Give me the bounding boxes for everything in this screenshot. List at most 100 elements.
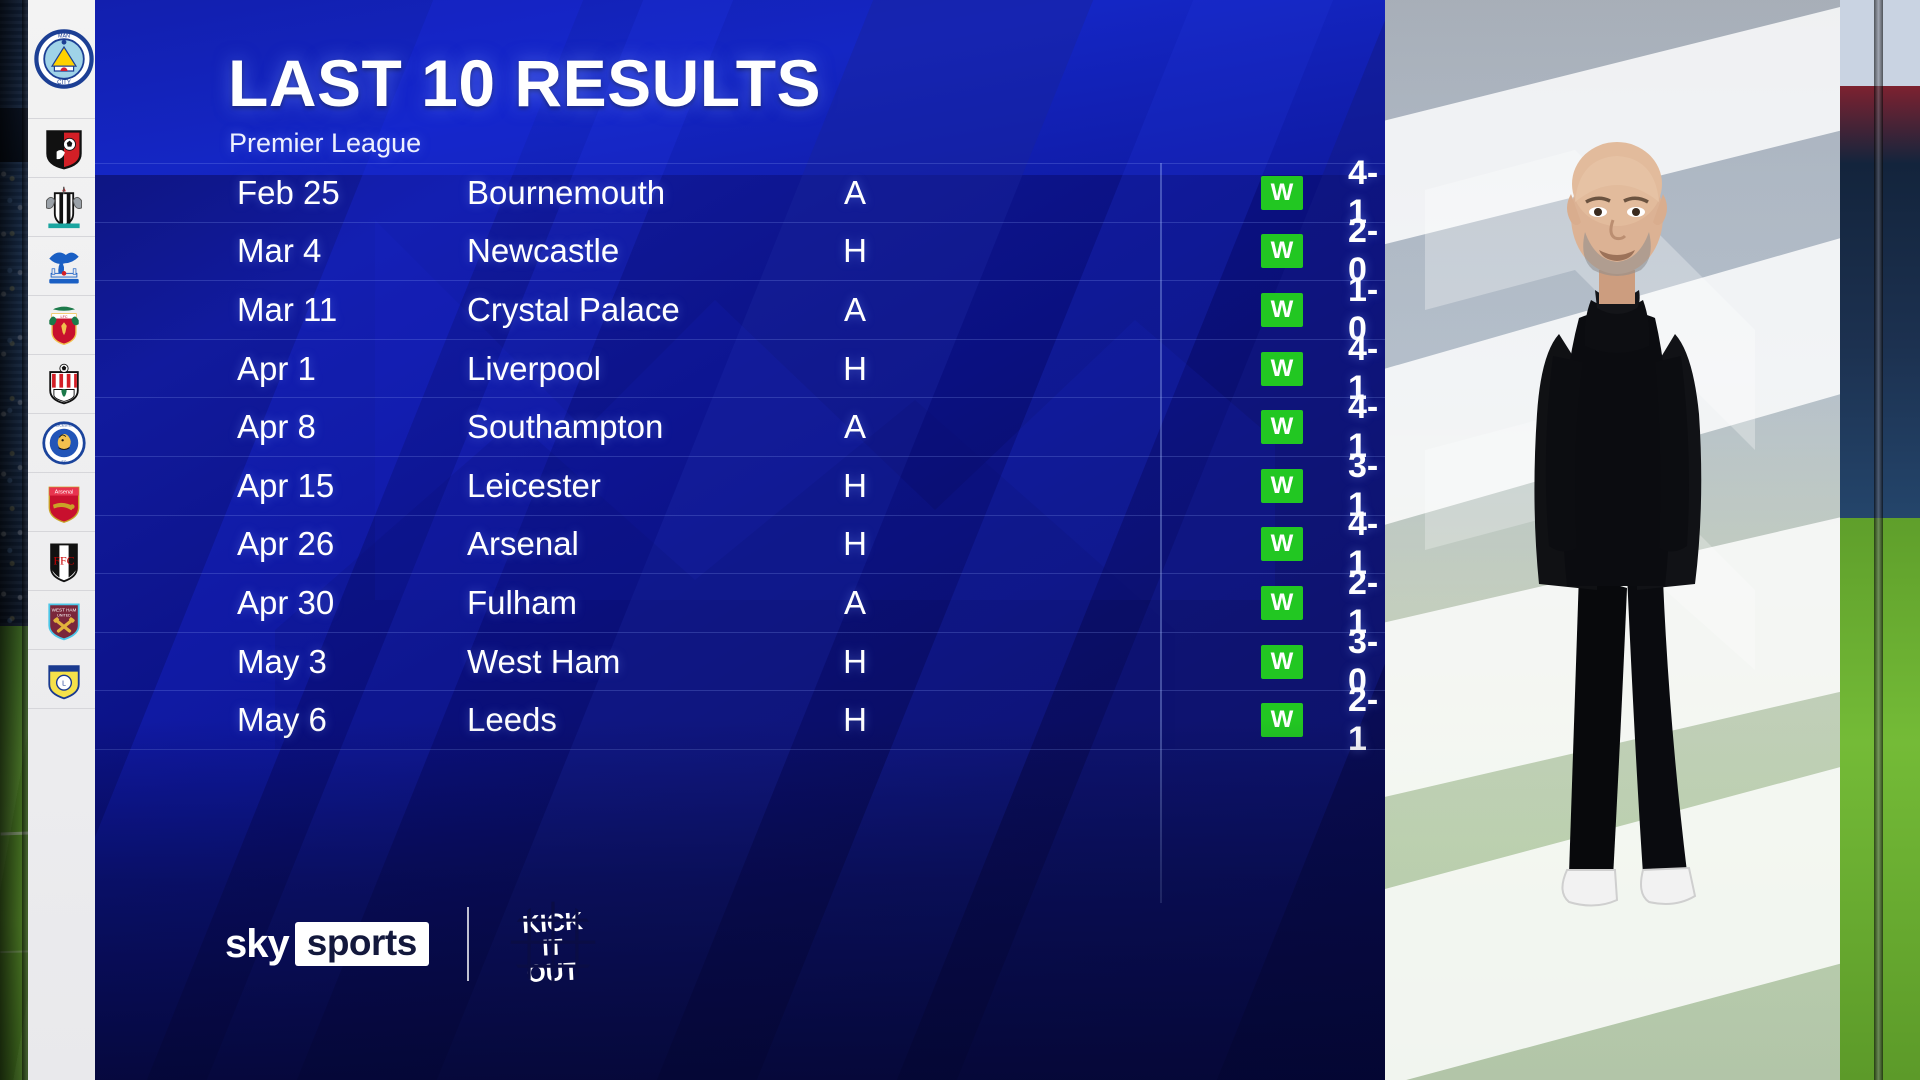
svg-text:Arsenal: Arsenal <box>55 490 74 496</box>
column-divider <box>1160 163 1162 903</box>
cell-venue: A <box>843 583 866 621</box>
strip-post <box>1874 0 1883 1080</box>
zigzag-decoration <box>275 330 1175 750</box>
table-row[interactable]: Apr 26 Arsenal H W 4-1 <box>95 505 1385 582</box>
sky-word: sky <box>225 921 290 966</box>
sports-word: sports <box>294 922 429 966</box>
result-badge: W <box>1261 292 1303 327</box>
result-badge: W <box>1261 410 1303 445</box>
cell-score: 3-0 <box>1348 622 1379 700</box>
table-row[interactable]: Apr 1 Liverpool H W 4-1 <box>95 330 1385 407</box>
southampton-crest-icon <box>49 363 79 405</box>
table-row[interactable]: Apr 15 Leicester H W 3-1 <box>95 447 1385 524</box>
cell-venue: A <box>843 173 866 211</box>
svg-text:CITY: CITY <box>57 80 71 86</box>
arsenal-crest-icon: Arsenal <box>48 486 80 523</box>
cell-score: 3-1 <box>1348 446 1379 524</box>
crest-rail-tail <box>28 709 100 909</box>
cell-venue: H <box>843 642 867 680</box>
cell-venue: H <box>843 525 867 563</box>
crest-slot-arsenal[interactable]: Arsenal <box>28 473 100 532</box>
kick-it-out-icon: KICK IT OUT <box>510 901 596 987</box>
cell-opponent: Southampton <box>467 408 664 446</box>
zigzag-decoration <box>375 180 1275 600</box>
table-row[interactable]: Mar 11 Crystal Palace A W 1-0 <box>95 271 1385 348</box>
leeds-united-crest-icon: L <box>48 665 80 700</box>
cell-date: May 3 <box>237 642 327 680</box>
result-badge: W <box>1261 644 1303 679</box>
cell-date: Mar 4 <box>237 232 322 270</box>
svg-text:MAN: MAN <box>58 33 70 39</box>
results-table: Feb 25 Bournemouth A W 4-1 Mar 4 Newcastle H W 2-… <box>95 154 1385 758</box>
crest-slot-west-ham-united[interactable]: WEST HAM UNITED <box>28 591 100 650</box>
cell-score: 4-1 <box>1348 153 1379 231</box>
crest-slot-liverpool[interactable]: LFC <box>28 296 100 355</box>
panel-header-band <box>95 0 1385 175</box>
liverpool-crest-icon: LFC <box>49 306 79 346</box>
result-badge: W <box>1261 175 1303 210</box>
svg-text:FC: FC <box>62 460 67 464</box>
cell-venue: A <box>843 290 866 328</box>
cell-venue: H <box>843 466 867 504</box>
cell-venue: H <box>843 232 867 270</box>
svg-text:FFC: FFC <box>53 554 74 568</box>
cell-date: Apr 26 <box>237 525 335 563</box>
kick-it-out-logo[interactable]: KICK IT OUT <box>507 898 599 990</box>
svg-text:L: L <box>62 680 66 687</box>
crest-slot-southampton[interactable] <box>28 355 100 414</box>
cell-opponent: West Ham <box>467 642 621 680</box>
cell-date: Mar 11 <box>237 290 338 328</box>
logo-separator <box>466 907 469 981</box>
manchester-city-crest-icon: MAN CITY <box>34 29 94 89</box>
crest-slot-newcastle-united[interactable] <box>28 178 100 237</box>
cell-opponent: Newcastle <box>467 232 620 270</box>
right-edge-strip <box>1840 0 1920 1080</box>
table-row[interactable]: Feb 25 Bournemouth A W 4-1 <box>95 154 1385 231</box>
result-badge: W <box>1261 585 1303 620</box>
svg-text:LFC: LFC <box>61 315 68 319</box>
crest-slot-fulham[interactable]: FFC <box>28 532 100 591</box>
cell-score: 4-1 <box>1348 505 1379 583</box>
table-row[interactable]: May 3 West Ham H W 3-0 <box>95 623 1385 700</box>
crest-slot-bournemouth[interactable] <box>28 119 100 178</box>
table-row[interactable]: Apr 8 Southampton A W 4-1 <box>95 388 1385 465</box>
page-subtitle: Premier League <box>229 128 422 158</box>
manager-figure <box>1534 142 1702 907</box>
cell-opponent: Fulham <box>467 583 578 621</box>
page-title: LAST 10 RESULTS <box>228 46 822 120</box>
cell-score: 4-1 <box>1348 388 1379 466</box>
manager-photo-panel <box>1385 0 1840 1080</box>
cell-date: Apr 15 <box>237 466 335 504</box>
cell-score: 1-0 <box>1348 270 1379 348</box>
cell-opponent: Leicester <box>467 466 601 504</box>
sky-sports-logo[interactable]: sky sports <box>225 922 429 967</box>
footer-logos: sky sports KICK IT OUT <box>225 898 599 990</box>
arrow-decoration <box>1425 150 1755 670</box>
newcastle-united-crest-icon <box>46 186 82 229</box>
svg-text:UNITED: UNITED <box>57 613 71 617</box>
crest-slot-leeds-united[interactable]: L <box>28 650 100 709</box>
result-badge: W <box>1261 527 1303 562</box>
table-row[interactable]: Mar 4 Newcastle H W 2-0 <box>95 212 1385 289</box>
cell-opponent: Crystal Palace <box>467 290 680 328</box>
table-row[interactable]: Apr 30 Fulham A W 2-1 <box>95 564 1385 641</box>
result-badge: W <box>1261 351 1303 386</box>
cell-opponent: Arsenal <box>467 525 579 563</box>
result-badge: W <box>1261 468 1303 503</box>
west-ham-united-crest-icon: WEST HAM UNITED <box>48 603 80 641</box>
cell-score: 2-1 <box>1348 563 1379 641</box>
cell-date: Apr 30 <box>237 583 335 621</box>
cell-venue: A <box>843 408 866 446</box>
crest-rail: MAN CITY <box>28 0 100 1080</box>
crest-slot-leicester-city[interactable]: LEICESTER FC <box>28 414 100 473</box>
cell-venue: H <box>843 349 867 387</box>
crystal-palace-crest-icon <box>49 252 79 284</box>
cell-score: 4-1 <box>1348 329 1379 407</box>
crest-slot-crystal-palace[interactable] <box>28 237 100 296</box>
bournemouth-crest-icon <box>46 130 82 170</box>
cell-opponent: Liverpool <box>467 349 601 387</box>
leicester-city-crest-icon: LEICESTER FC <box>42 421 86 465</box>
crest-slot-manchester-city[interactable]: MAN CITY <box>28 0 100 119</box>
cell-score: 2-0 <box>1348 212 1379 290</box>
